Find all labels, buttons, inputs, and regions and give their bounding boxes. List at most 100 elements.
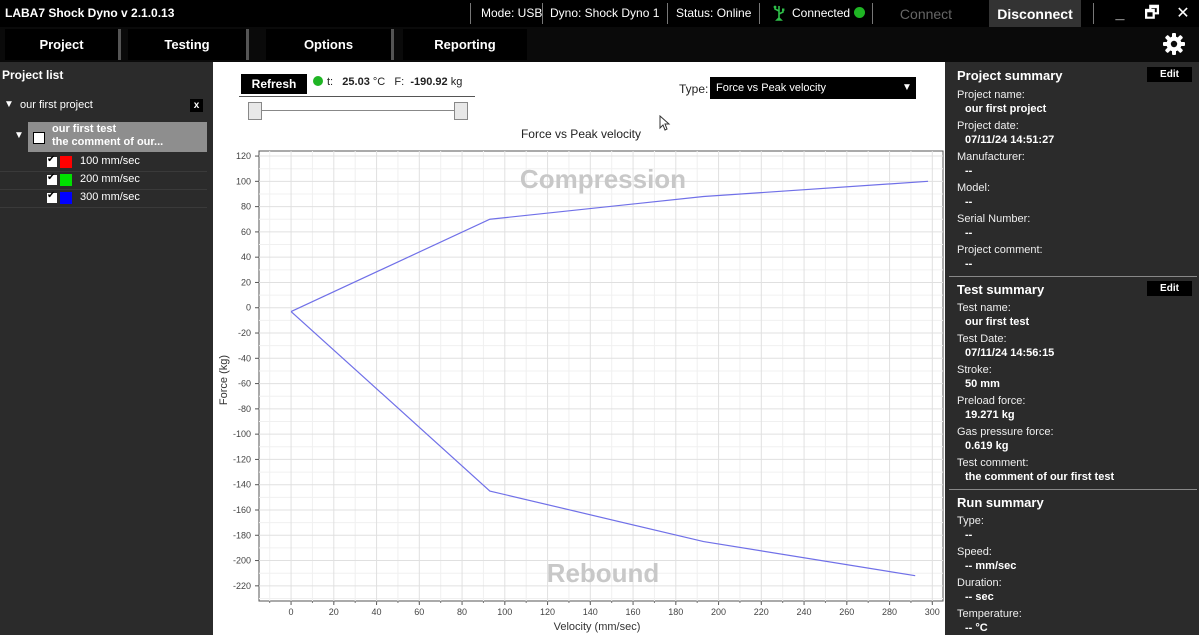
project-field-label: Serial Number: <box>957 213 1031 225</box>
x-tick-label: 0 <box>289 607 294 617</box>
y-tick-label: -100 <box>233 429 251 439</box>
restore-icon[interactable]: 🗗 <box>1144 5 1160 22</box>
minimize-icon[interactable]: _ <box>1115 5 1125 22</box>
y-tick-label: -220 <box>233 581 251 591</box>
test-summary-title: Test summary <box>957 282 1045 297</box>
project-tree-item[interactable]: ▼ our first project x <box>0 98 207 115</box>
tab-testing[interactable]: Testing <box>128 29 249 60</box>
compression-series-line <box>290 180 929 313</box>
test-checkbox[interactable] <box>33 132 45 144</box>
force-label: F: <box>394 76 405 88</box>
live-readout: t: 25.03 °C F: -190.92 kg <box>313 76 462 88</box>
run-color-swatch <box>60 174 72 186</box>
close-icon[interactable]: ✕ <box>1176 5 1190 22</box>
y-axis-label: Force (kg) <box>218 355 230 405</box>
expand-triangle-icon[interactable]: ▼ <box>4 99 14 110</box>
force-unit: kg <box>450 76 463 88</box>
y-tick-label: 60 <box>241 227 251 237</box>
range-slider-left-handle[interactable] <box>248 102 262 120</box>
y-tick-label: -40 <box>238 353 251 363</box>
tab-reporting[interactable]: Reporting <box>403 29 527 60</box>
x-tick-label: 20 <box>329 607 339 617</box>
x-tick-label: 220 <box>754 607 769 617</box>
project-list-title: Project list <box>2 68 64 82</box>
range-slider-track[interactable] <box>249 110 463 111</box>
x-tick-label: 100 <box>497 607 512 617</box>
edit-project-button[interactable]: Edit <box>1147 67 1192 82</box>
project-field-label: Project name: <box>957 89 1025 101</box>
x-tick-label: 140 <box>583 607 598 617</box>
x-tick-label: 40 <box>372 607 382 617</box>
chart-type-select[interactable]: Force vs Peak velocity ▼ <box>710 77 916 99</box>
disconnect-button[interactable]: Disconnect <box>989 0 1081 27</box>
project-field-label: Manufacturer: <box>957 151 1025 163</box>
run-field-label: Temperature: <box>957 608 1022 620</box>
test-field-label: Test Date: <box>957 333 1007 345</box>
x-tick-label: 160 <box>626 607 641 617</box>
run-checkbox[interactable] <box>47 172 57 185</box>
x-tick-label: 280 <box>882 607 897 617</box>
run-item-100[interactable]: 100 mm/sec <box>0 154 207 172</box>
remove-project-icon[interactable]: x <box>190 99 203 112</box>
test-field-label: Gas pressure force: <box>957 426 1054 438</box>
run-field-label: Speed: <box>957 546 992 558</box>
refresh-button[interactable]: Refresh <box>241 74 307 94</box>
run-color-swatch <box>60 192 72 204</box>
gear-icon[interactable] <box>1162 32 1186 56</box>
run-checkbox[interactable] <box>47 190 57 203</box>
section-divider <box>949 489 1197 490</box>
x-tick-label: 300 <box>925 607 940 617</box>
dropdown-arrow-icon[interactable]: ▼ <box>902 82 912 93</box>
run-field-value: -- mm/sec <box>965 560 1017 572</box>
edit-test-button[interactable]: Edit <box>1147 281 1192 296</box>
run-field-value: -- °C <box>965 622 988 634</box>
rebound-series-line <box>290 311 916 577</box>
y-tick-label: 120 <box>236 151 251 161</box>
run-label: 100 mm/sec <box>80 155 140 167</box>
run-item-300[interactable]: 300 mm/sec <box>0 190 207 208</box>
run-label: 300 mm/sec <box>80 191 140 203</box>
status-indicator: Status: Online <box>676 6 752 20</box>
rebound-annotation: Rebound <box>547 558 660 588</box>
project-field-label: Model: <box>957 182 991 194</box>
test-field-label: Preload force: <box>957 395 1026 407</box>
temperature-label: t: <box>327 76 334 88</box>
chart-title: Force vs Peak velocity <box>521 127 641 141</box>
y-tick-label: -20 <box>238 328 251 338</box>
title-separator <box>667 3 668 24</box>
tab-project[interactable]: Project <box>5 29 121 60</box>
run-field-value: -- sec <box>965 591 994 603</box>
section-divider <box>949 276 1197 277</box>
y-tick-label: 20 <box>241 277 251 287</box>
run-checkbox[interactable] <box>47 154 57 167</box>
range-slider-right-handle[interactable] <box>454 102 468 120</box>
project-list-panel: Project list ▼ our first project x ▼ our… <box>0 62 213 635</box>
title-separator <box>542 3 543 24</box>
x-tick-label: 240 <box>797 607 812 617</box>
force-value: -190.92 <box>410 76 448 88</box>
y-tick-label: 0 <box>246 303 251 313</box>
connect-button[interactable]: Connect <box>876 0 976 27</box>
test-tree-item[interactable] <box>28 122 207 152</box>
chart-type-value: Force vs Peak velocity <box>716 82 827 94</box>
x-tick-label: 180 <box>668 607 683 617</box>
tab-options[interactable]: Options <box>266 29 394 60</box>
expand-triangle-icon[interactable]: ▼ <box>14 130 24 141</box>
temperature-value: 25.03 <box>342 76 370 88</box>
test-field-value: our first test <box>965 316 1030 328</box>
y-tick-label: -180 <box>233 530 251 540</box>
project-field-value: -- <box>965 165 973 177</box>
run-item-200[interactable]: 200 mm/sec <box>0 172 207 190</box>
connected-led-icon <box>854 7 866 18</box>
plot-area <box>258 150 944 602</box>
run-label: 200 mm/sec <box>80 173 140 185</box>
test-field-label: Stroke: <box>957 364 992 376</box>
y-tick-label: 100 <box>236 176 251 186</box>
compression-annotation: Compression <box>520 164 686 194</box>
test-field-value: 0.619 kg <box>965 440 1009 452</box>
x-tick-label: 260 <box>839 607 854 617</box>
test-field-value: 50 mm <box>965 378 1000 390</box>
y-tick-label: 80 <box>241 202 251 212</box>
test-field-value: 07/11/24 14:56:15 <box>965 347 1055 359</box>
readout-underline <box>239 96 475 97</box>
